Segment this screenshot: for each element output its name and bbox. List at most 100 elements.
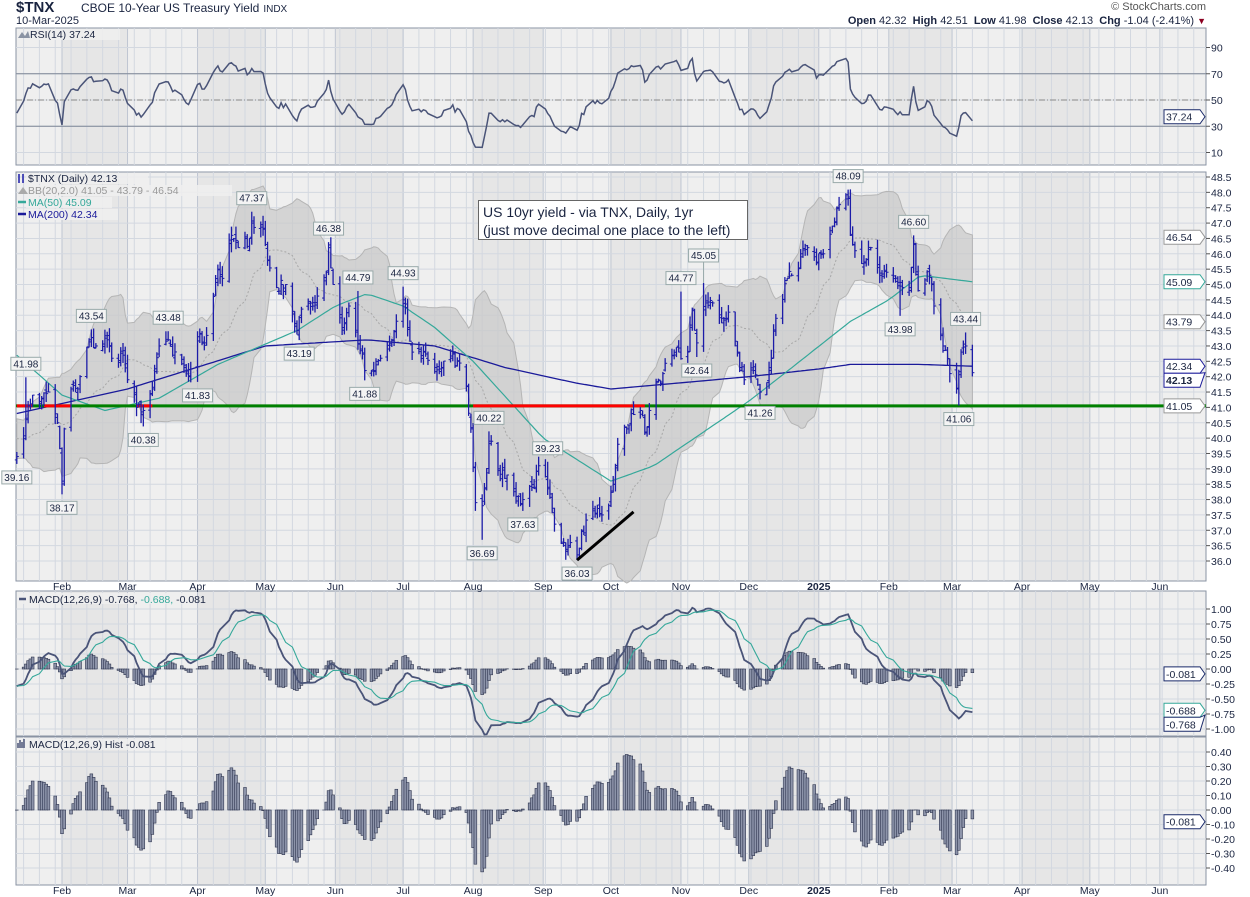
ohlc-bar	[457, 353, 462, 371]
hist-bar	[94, 780, 98, 811]
macd-hist-bar	[204, 665, 209, 670]
macd-hist-bar	[932, 668, 936, 674]
instrument-name: CBOE 10-Year US Treasury Yield INDX	[81, 2, 287, 16]
bb-legend: BB(20,2.0) 41.05 - 43.79 - 46.54	[28, 185, 179, 197]
ohlc-bar	[884, 263, 889, 278]
macd-hist-bar	[846, 663, 850, 670]
macd-value-tag: -0.768	[1163, 714, 1206, 732]
hist-bar	[932, 809, 936, 820]
callout-box	[507, 517, 539, 532]
value-tag-label: -0.768	[1166, 719, 1196, 731]
value-tag-box	[1163, 109, 1206, 125]
price-tick-label: 39.0	[1211, 464, 1232, 476]
hist-bar	[457, 806, 462, 811]
high-value: 42.51	[940, 15, 968, 27]
callout-box	[127, 432, 159, 447]
hist-bar	[536, 782, 541, 811]
macd-hist-bar	[503, 668, 507, 671]
price-tick-label: 41.0	[1211, 402, 1232, 414]
macd-hist-bar	[94, 656, 98, 670]
callout-label: 41.98	[13, 359, 38, 370]
hist-bar	[152, 809, 157, 824]
ohlc-bar	[489, 435, 494, 446]
callout-label: 37.63	[510, 520, 535, 531]
callout-label: 48.09	[836, 172, 861, 183]
price-callout: 41.83	[182, 388, 214, 403]
callout-box	[898, 214, 930, 229]
hist-bar	[78, 791, 82, 811]
price-callout: 39.16	[1, 470, 33, 485]
price-tag-bb: 43.79	[1163, 314, 1206, 330]
month-label: Mar	[118, 885, 137, 897]
callout-box	[236, 191, 268, 206]
month-label: Apr	[1014, 885, 1031, 897]
value-tag-box	[1163, 274, 1206, 290]
brand-link[interactable]: © StockCharts.com	[1111, 1, 1206, 13]
ohlc-bar	[93, 343, 98, 349]
hist-bar	[521, 808, 525, 811]
value-tag-box	[1163, 814, 1206, 830]
hist-bar	[30, 780, 35, 811]
ohlc-bar	[927, 264, 932, 285]
hist-tick-label: 0.10	[1211, 791, 1232, 803]
macd-tick-label: -0.75	[1211, 709, 1235, 721]
ma200-line	[16, 339, 973, 415]
annotation-note[interactable]: US 10yr yield - via TNX, Daily, 1yr (jus…	[478, 200, 748, 240]
hist-bar	[157, 802, 161, 811]
hist-value-tag: -0.081	[1163, 814, 1206, 830]
ohlc-bar	[109, 342, 114, 362]
callout-box	[182, 388, 214, 403]
macd-hist-bar	[916, 668, 920, 672]
value-tag-label: 45.09	[1166, 277, 1192, 289]
ohlc-bar	[852, 241, 857, 258]
exchange: INDX	[263, 4, 288, 15]
price-tag-bb: 41.05	[1163, 398, 1206, 414]
hist-bar	[236, 782, 240, 811]
ohlc-bar	[568, 534, 573, 548]
ohlc-bar	[315, 287, 320, 309]
price-tick-label: 41.5	[1211, 387, 1232, 399]
callout-label: 41.06	[946, 415, 971, 426]
hist-bar	[220, 776, 225, 811]
macd-hist-bar	[742, 668, 746, 691]
ohlc-bar	[14, 451, 19, 464]
macd-tick-label: 1.00	[1211, 604, 1232, 616]
value-tag-box	[1163, 666, 1206, 682]
hist-bar	[363, 809, 367, 840]
callout-label: 43.98	[888, 325, 913, 336]
ohlc-bar	[536, 456, 541, 476]
macd-hist-bar	[426, 668, 430, 672]
macd-hist-bar	[819, 666, 823, 670]
ohlc-bar	[328, 237, 333, 269]
ohlc-bar	[378, 354, 383, 362]
month-label: Jul	[396, 581, 409, 593]
hist-bar	[155, 809, 159, 813]
callout-label: 43.48	[156, 313, 181, 324]
callout-label: 43.19	[287, 349, 312, 360]
month-label: May	[1080, 581, 1101, 593]
macd-hist-bar	[394, 660, 399, 670]
callout-box	[466, 546, 498, 561]
macd-hist-bar	[837, 664, 841, 670]
month-band	[62, 738, 128, 884]
hist-bar	[180, 801, 184, 811]
hist-bar	[789, 767, 794, 811]
ohlc-bar	[480, 494, 485, 540]
value-tag-box	[1163, 358, 1206, 374]
month-label: Aug	[464, 581, 483, 593]
macd-hist-bar	[948, 668, 952, 687]
price-callout: 40.22	[473, 410, 505, 425]
price-tag-close: 42.13	[1163, 372, 1206, 388]
month-band	[62, 29, 128, 164]
ohlc-bar	[44, 381, 49, 403]
ohlc-bar	[346, 302, 351, 318]
ohlc-bar	[773, 313, 778, 337]
month-label: Mar	[118, 581, 137, 593]
ohlc-bar	[678, 291, 683, 360]
month-label: Nov	[672, 581, 691, 593]
macd-hist-bar	[363, 668, 367, 682]
macd-hist-bar	[173, 663, 177, 670]
price-legend-bg	[26, 173, 148, 184]
trend-line	[576, 510, 635, 562]
